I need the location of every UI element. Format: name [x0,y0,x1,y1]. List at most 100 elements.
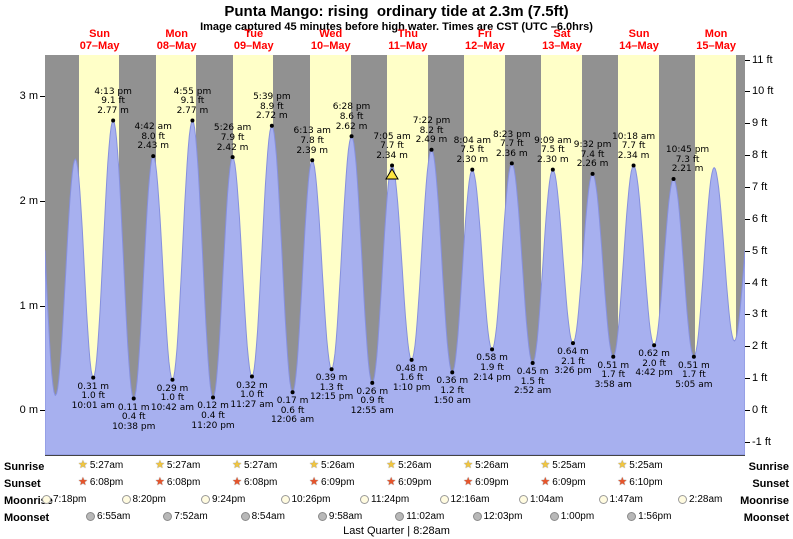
day-name: Thu [397,28,418,40]
tide-annotation-line: 7.7 ft [499,139,524,150]
tide-annotation-line: 5:05 am [675,379,713,390]
tide-annotation-line: 0.9 ft [360,396,385,407]
tide-extreme-dot [490,347,495,352]
day-label: Sat 13–May [542,28,582,52]
day-name: Wed [319,28,343,40]
sunrise-star-icon: ★ [386,459,397,471]
tide-annotation-line: 2.30 m [536,155,569,166]
tide-annotation-line: 2.77 m [97,105,129,116]
sunset-star-icon: ★ [617,476,628,488]
moonset-label-left: Moonset [4,512,50,524]
tide-extreme-dot [151,154,156,159]
high-tide-annotation: 10:45 pm 7.3 ft 2.21 m [666,146,709,175]
low-tide-annotation: 0.11 m 0.4 ft 10:38 pm [112,403,156,433]
moonrise-moon-icon [201,495,210,504]
sunset-row: Sunset Sunset ★ 6:08pm ★ 6:08pm ★ 6:08pm ★ 6:09pm… [0,477,793,493]
tide-extreme-dot [190,118,195,123]
tide-annotation-line: 0.45 m [516,366,549,377]
day-label: Mon 08–May [157,28,197,52]
moonset-entry: 6:55am [86,511,130,522]
tide-annotation-line: 2.43 m [137,141,170,152]
tide-annotation-line: 0.51 m [597,360,630,371]
y-axis-label-ft: 4 ft [752,276,768,289]
tide-annotation-line: 0.31 m [77,381,110,392]
sunrise-time: 5:26am [398,460,432,471]
moonrise-moon-icon [439,495,449,504]
moonset-moon-icon [627,512,637,521]
tide-annotation-line: 8.2 ft [419,125,444,136]
day-date: 10–May [310,40,351,52]
tide-annotation-line: 1.6 ft [399,373,424,384]
moonrise-entry: 8:20pm [121,494,166,505]
tide-annotation-line: 1.3 ft [319,382,344,393]
axis-tick [40,305,45,307]
tide-annotation-line: 1.7 ft [601,370,626,381]
tide-annotation-line: 2.62 m [335,121,368,132]
tide-annotation-line: 1:10 pm [392,383,431,394]
tide-annotation-line: 12:06 am [271,415,315,426]
low-tide-annotation: 0.51 m 1.7 ft 5:05 am [675,361,713,391]
tide-extreme-dot [429,147,434,152]
low-tide-annotation: 0.36 m 1.2 ft 1:50 am [434,377,471,406]
y-axis-label-ft: -1 ft [752,435,771,448]
tide-extreme-dot [450,370,455,375]
moonrise-entry: 2:28am [678,494,722,505]
axis-tick [745,378,750,380]
tide-annotation-line: 5:39 pm [253,91,291,102]
axis-tick [745,187,750,189]
sunrise-star-icon: ★ [78,459,88,471]
tide-annotation-line: 1.2 ft [440,385,465,396]
high-tide-annotation: 9:32 pm 7.4 ft 2.26 m [574,140,612,170]
low-tide-annotation: 0.51 m 1.7 ft 3:58 am [595,360,632,391]
moonset-time: 1:56pm [638,511,672,522]
tide-annotation-line: 4:13 pm [94,86,132,97]
high-tide-annotation: 7:22 pm 8.2 ft 2.49 m [413,116,451,146]
moonset-time: 12:03pm [483,511,523,522]
tide-annotation-line: 10:42 am [150,402,195,413]
tide-annotation-line: 2.39 m [296,145,329,156]
high-tide-annotation: 5:39 pm 8.9 ft 2.72 m [253,91,291,122]
moonset-entry: 11:02am [395,511,444,522]
tide-extreme-dot [530,360,535,365]
sunset-entry: ★ 6:09pm [463,477,508,489]
sunrise-star-icon: ★ [617,459,628,471]
tide-annotation-line: 2.0 ft [642,358,666,369]
moonrise-moon-icon [678,495,687,504]
tide-annotation-line: 0.39 m [315,373,348,384]
sunrise-entry: ★ 5:26am [463,460,509,472]
moonrise-time: 12:16am [450,494,490,505]
sunset-time: 6:08pm [166,477,201,488]
tide-annotation-line: 10:38 pm [112,421,156,432]
sunrise-row: Sunrise Sunrise ★ 5:27am ★ 5:27am ★ 5:27am ★ 5:26… [0,460,793,476]
sunrise-entry: ★ 5:27am [78,459,123,472]
low-tide-annotation: 0.29 m 1.0 ft 10:42 am [150,384,195,414]
moonrise-time: 7:18pm [53,494,87,505]
tide-annotation-line: 8.6 ft [339,112,364,123]
sunset-star-icon: ★ [309,476,320,488]
moonset-label-right: Moonset [743,512,789,524]
day-date: 07–May [79,40,120,52]
tide-extreme-dot [170,377,175,382]
axis-tick [40,410,45,411]
sunset-star-icon: ★ [540,476,551,488]
moonrise-entry: 9:24pm [201,494,245,505]
moonrise-moon-icon [360,495,369,504]
tide-annotation-line: 10:45 pm [665,145,710,156]
tide-annotation-line: 1.7 ft [682,370,706,381]
sunrise-time: 5:25am [629,460,663,471]
axis-tick [745,155,750,157]
sunset-entry: ★ 6:08pm [78,477,123,489]
sunrise-time: 5:26am [475,460,509,471]
tide-annotation-line: 1.9 ft [480,362,504,373]
tide-annotation-line: 12:15 pm [309,392,354,403]
day-name: Sun [628,28,650,40]
sunrise-entry: ★ 5:27am [232,460,277,472]
sunset-star-icon: ★ [155,476,165,488]
tide-annotation-line: 7.5 ft [460,145,485,156]
axis-tick [745,123,750,125]
moonrise-moon-icon [42,495,51,504]
tide-annotation-line: 2:14 pm [473,372,511,383]
tide-annotation-line: 7.7 ft [621,141,646,152]
day-name: Mon [165,28,188,40]
day-date: 12–May [465,40,505,52]
